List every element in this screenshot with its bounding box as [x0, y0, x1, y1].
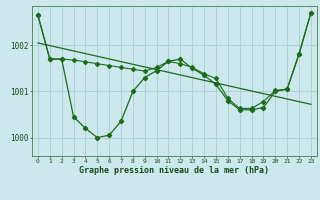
X-axis label: Graphe pression niveau de la mer (hPa): Graphe pression niveau de la mer (hPa) [79, 166, 269, 175]
